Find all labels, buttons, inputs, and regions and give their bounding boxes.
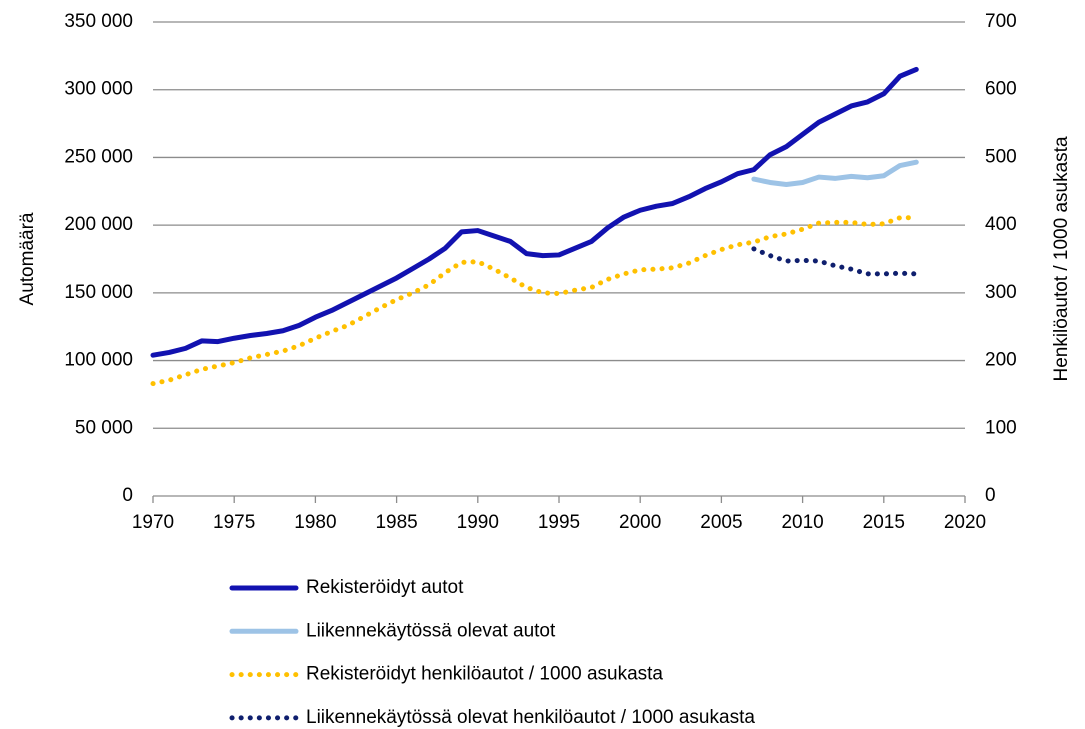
y2-tick-label: 300 [985, 282, 1017, 303]
y-tick-label: 350 000 [64, 11, 133, 32]
legend-label: Liikennekäytössä olevat henkilöautot / 1… [306, 707, 755, 728]
x-tick-label: 2020 [944, 512, 986, 533]
x-tick-label: 2010 [781, 512, 823, 533]
x-tick-label: 2000 [619, 512, 661, 533]
y2-tick-label: 100 [985, 417, 1017, 438]
y2-tick-label: 200 [985, 350, 1017, 371]
series-line [150, 215, 919, 387]
y-tick-label: 300 000 [64, 79, 133, 100]
y-tick-label: 50 000 [75, 417, 133, 438]
y-tick-label: 250 000 [64, 146, 133, 167]
legend-label: Rekisteröidyt henkilöautot / 1000 asukas… [306, 664, 663, 685]
series-line [150, 66, 919, 358]
legend-label: Liikennekäytössä olevat autot [306, 620, 556, 641]
y-axis-label: Automäärä [17, 212, 38, 305]
legend-label: Rekisteröidyt autot [306, 577, 464, 598]
x-tick-label: 2005 [700, 512, 742, 533]
x-tick-label: 1980 [294, 512, 336, 533]
x-tick-label: 2015 [863, 512, 905, 533]
y2-tick-label: 700 [985, 11, 1017, 32]
y2-tick-label: 400 [985, 214, 1017, 235]
y-tick-label: 150 000 [64, 282, 133, 303]
y-tick-label: 100 000 [64, 350, 133, 371]
x-tick-label: 1985 [375, 512, 417, 533]
y2-tick-label: 0 [985, 485, 996, 506]
y2-tick-label: 500 [985, 146, 1017, 167]
series-line [751, 246, 919, 277]
x-tick-label: 1990 [457, 512, 499, 533]
x-tick-label: 1975 [213, 512, 255, 533]
y-tick-label: 200 000 [64, 214, 133, 235]
series-line [751, 159, 919, 188]
x-tick-label: 1995 [538, 512, 580, 533]
y2-axis-label: Henkilöautot / 1000 asukasta [1051, 136, 1072, 381]
y2-tick-label: 600 [985, 79, 1017, 100]
y-tick-label: 0 [122, 485, 133, 506]
x-tick-label: 1970 [132, 512, 174, 533]
